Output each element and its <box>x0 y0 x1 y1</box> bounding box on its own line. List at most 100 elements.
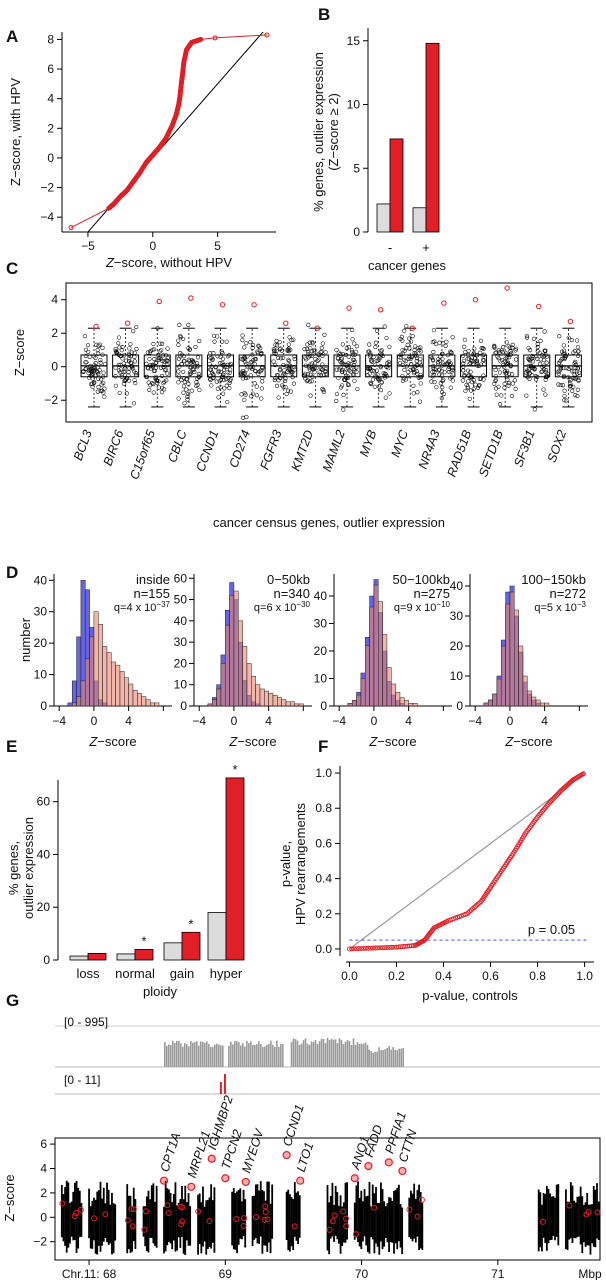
panel-c-point <box>379 348 384 353</box>
panel-c-point <box>409 339 414 344</box>
panel-g-coverage-range: [0 - 995] <box>64 1015 108 1029</box>
panel-e-bar <box>181 931 201 961</box>
panel-g-red-point <box>129 1223 136 1230</box>
panel-d-bar-salmon <box>408 703 414 707</box>
panel-c-point <box>441 377 446 382</box>
panel-c-point <box>400 347 405 353</box>
panel-c-point <box>151 341 156 347</box>
panel-g-coverage-bar <box>188 1046 190 1067</box>
panel-c-point <box>312 361 318 366</box>
panel-c-point <box>186 346 191 351</box>
panel-c-point <box>569 338 574 343</box>
panel-c-point <box>124 375 129 380</box>
panel-c-point <box>316 352 321 358</box>
panel-c-point <box>144 361 149 366</box>
panel-c-point <box>382 375 387 380</box>
panel-c-point <box>386 359 391 364</box>
panel-g-coverage-bar <box>306 1043 309 1067</box>
panel-g-coverage-bar <box>374 1051 376 1067</box>
panel-c-point <box>365 365 371 370</box>
panel-c-point <box>431 349 436 355</box>
panel-c-point <box>197 387 202 393</box>
panel-d-y-tick-label: 10 <box>450 669 464 683</box>
panel-d-y-tick-label: 0 <box>320 699 327 713</box>
panel-c-point <box>437 358 442 363</box>
panel-d-bar-salmon <box>540 702 545 707</box>
panel-c-point <box>575 344 581 350</box>
panel-g-coverage-bar <box>394 1049 396 1067</box>
panel-c-point <box>504 355 509 360</box>
panel-g-coverage-bar <box>258 1041 260 1067</box>
panel-c-point <box>400 362 405 367</box>
panel-c-point <box>276 395 281 400</box>
panel-c-point <box>471 387 476 392</box>
panel-g-coverage-bar <box>372 1052 374 1067</box>
panel-g-coverage-bar <box>358 1044 361 1067</box>
panel-d-bar-salmon <box>84 658 90 707</box>
panel-d-bar-salmon <box>111 661 116 707</box>
panel-c-point <box>225 354 231 359</box>
panel-c-point <box>560 356 565 361</box>
panel-c-point <box>286 367 291 372</box>
panel-c-point <box>195 376 200 381</box>
panel-c-point <box>408 368 413 373</box>
panel-c-point <box>277 340 282 345</box>
panel-c-point <box>114 351 120 356</box>
panel-d-bar-salmon <box>531 696 537 707</box>
panel-c-point <box>351 357 356 362</box>
panel-d-y-tick-label: 60 <box>174 571 188 585</box>
panel-c-point <box>178 333 183 338</box>
panel-g-coverage-bar <box>194 1041 196 1067</box>
panel-f-threshold-label: p = 0.05 <box>528 922 575 937</box>
panel-c-point <box>159 348 164 353</box>
panel-c-point <box>116 341 121 346</box>
panel-d-x-tick-label: 0 <box>507 714 514 728</box>
panel-g-coverage-bar <box>398 1048 400 1067</box>
panel-c-point <box>368 353 374 358</box>
panel-c-point <box>290 375 295 380</box>
panel-g-red-point <box>343 1215 350 1222</box>
panel-c-point <box>276 378 281 383</box>
panel-g-coverage-bar <box>308 1044 311 1067</box>
panel-c-point <box>343 377 348 383</box>
panel-g-coverage-bar <box>256 1044 258 1067</box>
panel-d-bar-salmon <box>150 702 155 707</box>
panel-c-point <box>163 367 168 372</box>
panel-c-point <box>348 369 353 374</box>
panel-c-point <box>417 399 423 404</box>
panel-d-y-tick-label: 20 <box>34 636 48 650</box>
panel-c-point <box>245 375 250 380</box>
panel-c-point <box>113 365 118 370</box>
panel-c-point <box>87 367 92 372</box>
panel-d-x-tick-label: 4 <box>125 714 132 728</box>
panel-c-point <box>411 366 416 371</box>
panel-c-point <box>441 341 446 346</box>
panel-d-bar-salmon <box>395 692 401 707</box>
panel-c-point <box>538 357 543 362</box>
panel-c-gene-label: FGFR3 <box>257 428 284 471</box>
panel-c-point <box>159 385 165 390</box>
panel-d-bar-salmon <box>251 675 256 707</box>
panel-g-coverage-bar <box>214 1044 216 1067</box>
panel-c-point <box>280 383 285 388</box>
panel-g-y-tick-label: 4 <box>40 1162 47 1176</box>
panel-g-coverage-bar <box>192 1042 194 1067</box>
panel-c-point <box>288 389 293 394</box>
panel-g-coverage-bar <box>292 1038 295 1067</box>
panel-d-bar-salmon <box>522 675 528 707</box>
panel-c-point <box>321 388 326 393</box>
panel-c-point <box>219 339 225 344</box>
panel-f-qq-point <box>377 945 383 951</box>
panel-c-point <box>566 366 571 371</box>
panel-a-y-label: Z−score, with HPV <box>8 78 23 186</box>
panel-b-y-tick-label: 5 <box>353 161 360 175</box>
panel-a-x-tick-label: 0 <box>149 239 156 253</box>
panel-c-point <box>437 372 442 377</box>
panel-g-coverage-bar <box>356 1042 359 1067</box>
panel-g-coverage-bar <box>294 1039 297 1067</box>
panel-c-point <box>492 381 497 386</box>
panel-c-point <box>87 354 92 359</box>
panel-c-point <box>573 393 578 398</box>
panel-a-y-tick-label: 8 <box>47 32 54 46</box>
panel-g-coverage-bar <box>310 1041 313 1067</box>
